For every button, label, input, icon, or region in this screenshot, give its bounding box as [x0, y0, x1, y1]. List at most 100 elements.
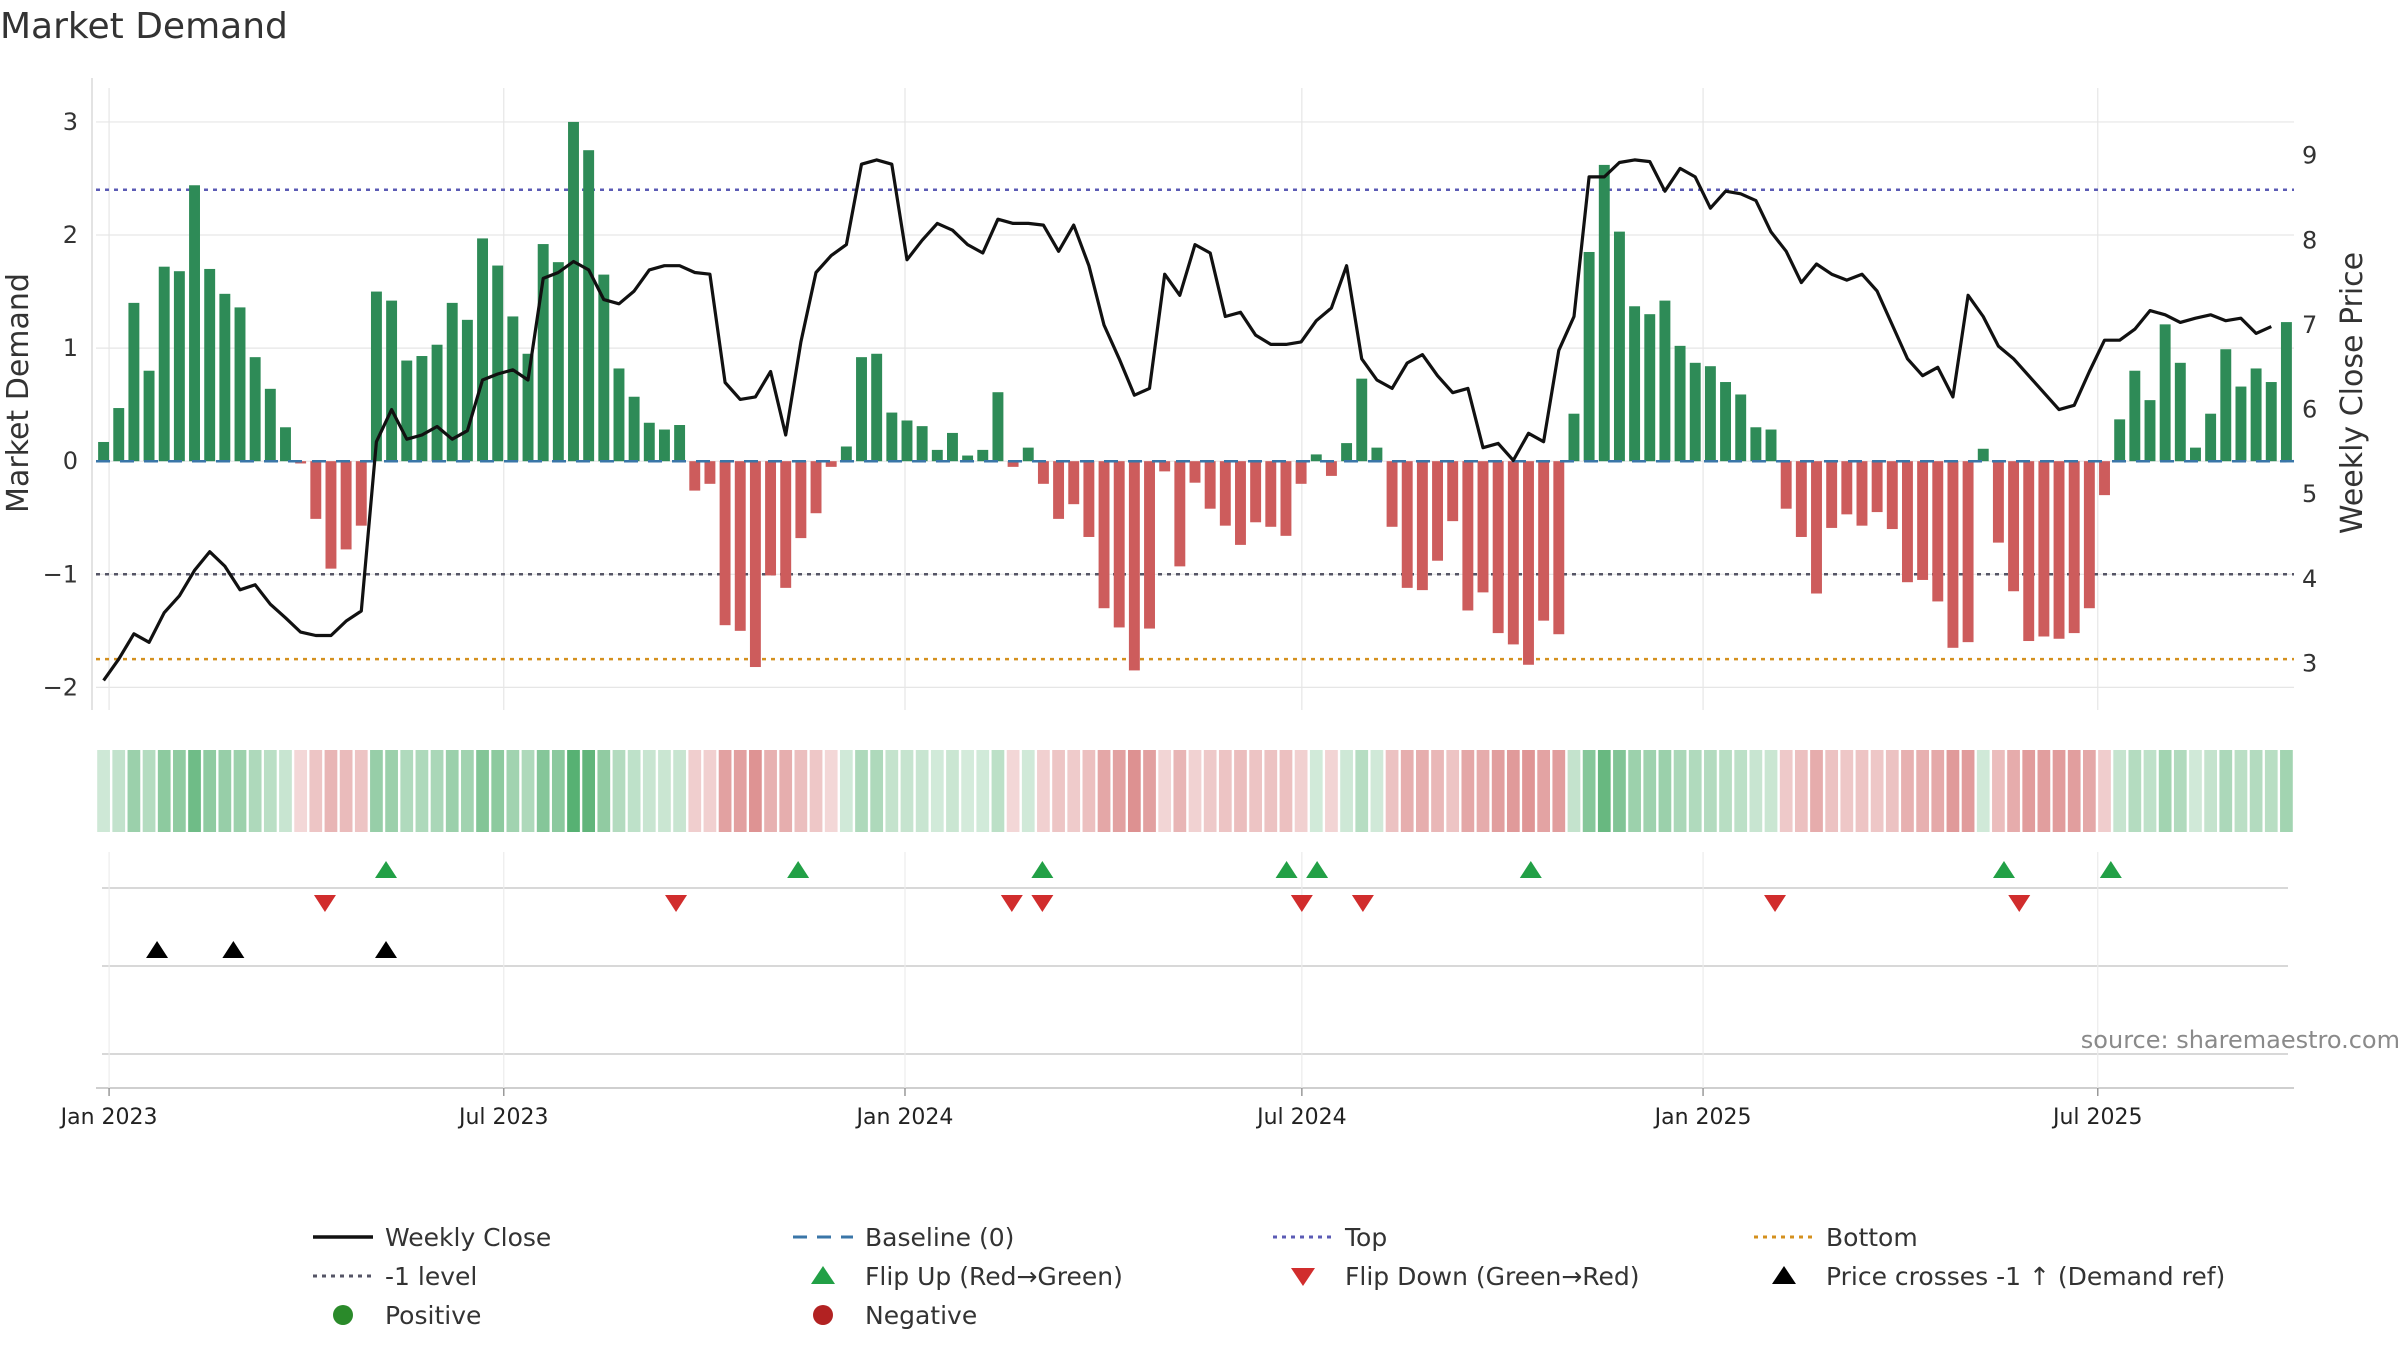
strip-cell — [112, 750, 125, 832]
legend-label: Flip Down (Green→Red) — [1345, 1262, 1640, 1291]
strip-cell — [203, 750, 216, 832]
demand-bar — [1250, 461, 1261, 522]
strip-cell — [279, 750, 292, 832]
strip-cell — [1916, 750, 1929, 832]
demand-bar — [1402, 461, 1413, 588]
flip-up-marker — [1276, 861, 1298, 878]
demand-bar — [477, 238, 488, 461]
strip-cell — [1477, 750, 1490, 832]
flip-down-marker — [1001, 895, 1023, 912]
strip-cell — [1007, 750, 1020, 832]
strip-cell — [946, 750, 959, 832]
strip-cell — [506, 750, 519, 832]
strip-cell — [2235, 750, 2248, 832]
strip-cell — [309, 750, 322, 832]
flip-down-marker — [1352, 895, 1374, 912]
strip-cell — [1659, 750, 1672, 832]
demand-bar — [1432, 461, 1443, 561]
strip-cell — [1143, 750, 1156, 832]
x-tick-label: Jul 2023 — [457, 1105, 549, 1130]
strip-cell — [294, 750, 307, 832]
demand-bar — [204, 269, 215, 461]
demand-bar — [492, 266, 503, 462]
strip-cell — [749, 750, 762, 832]
price-series — [104, 160, 2272, 681]
demand-bar — [2069, 461, 2080, 633]
strip-cell — [1295, 750, 1308, 832]
strip-cell — [810, 750, 823, 832]
price-cross-marker — [222, 941, 244, 958]
demand-bar — [1917, 461, 1928, 580]
strip-cell — [1856, 750, 1869, 832]
demand-bar — [1553, 461, 1564, 634]
demand-bar — [1978, 449, 1989, 461]
demand-bar — [674, 425, 685, 461]
demand-bar — [2114, 419, 2125, 461]
strip-cell — [1901, 750, 1914, 832]
demand-bar — [1144, 461, 1155, 628]
y2-tick-label: 4 — [2302, 565, 2317, 593]
demand-bar — [1462, 461, 1473, 610]
strip-cell — [688, 750, 701, 832]
legend-item: Negative — [813, 1301, 977, 1330]
strip-cell — [1037, 750, 1050, 832]
strip-cell — [992, 750, 1005, 832]
demand-bar — [1053, 461, 1064, 519]
demand-bar — [2160, 324, 2171, 461]
strip-cell — [173, 750, 186, 832]
demand-bar — [1417, 461, 1428, 590]
demand-bar — [1083, 461, 1094, 537]
demand-bar — [614, 368, 625, 461]
flip-down-marker — [1031, 895, 1053, 912]
flip-up-marker — [2100, 861, 2122, 878]
flip-up-marker — [1520, 861, 1542, 878]
strip-cell — [779, 750, 792, 832]
demand-bar — [2220, 349, 2231, 461]
strip-cell — [1189, 750, 1202, 832]
demand-bar — [1493, 461, 1504, 633]
demand-bar — [1599, 165, 1610, 461]
demand-bar — [1356, 379, 1367, 462]
legend-label: Price crosses -1 ↑ (Demand ref) — [1826, 1262, 2225, 1291]
strip-cell — [537, 750, 550, 832]
demand-bar — [886, 413, 897, 462]
demand-bar — [1826, 461, 1837, 528]
demand-bar — [750, 461, 761, 667]
strip-cell — [2189, 750, 2202, 832]
demand-bar — [992, 392, 1003, 461]
demand-bar — [1569, 414, 1580, 461]
demand-bar — [1280, 461, 1291, 536]
y-tick-label: 2 — [63, 221, 78, 249]
demand-bar — [1447, 461, 1458, 521]
strip-cell — [1598, 750, 1611, 832]
y-axis-label: Market Demand — [1, 273, 36, 513]
demand-bar — [1993, 461, 2004, 542]
strip-cell — [2038, 750, 2051, 832]
strip-cell — [2219, 750, 2232, 832]
y2-tick-label: 8 — [2302, 226, 2317, 254]
demand-bar — [1341, 443, 1352, 461]
strip-cell — [1280, 750, 1293, 832]
demand-bar — [144, 371, 155, 461]
demand-bar — [1387, 461, 1398, 527]
strip-cell — [1128, 750, 1141, 832]
demand-bar — [1614, 232, 1625, 462]
strip-cell — [355, 750, 368, 832]
strip-cell — [1719, 750, 1732, 832]
demand-bar — [1508, 461, 1519, 644]
demand-bar — [659, 430, 670, 462]
demand-bar — [553, 262, 564, 461]
strip-cell — [522, 750, 535, 832]
demand-bar — [189, 185, 200, 461]
demand-bar — [462, 320, 473, 461]
demand-bar — [1114, 461, 1125, 627]
y2-tick-label: 6 — [2302, 396, 2317, 424]
flip-up-marker — [1993, 861, 2015, 878]
strip-cell — [1355, 750, 1368, 832]
demand-bar — [720, 461, 731, 625]
demand-bar — [1750, 427, 1761, 461]
strip-cell — [340, 750, 353, 832]
legend-label: -1 level — [385, 1262, 477, 1291]
strip-cell — [1825, 750, 1838, 832]
strip-cell — [1264, 750, 1277, 832]
